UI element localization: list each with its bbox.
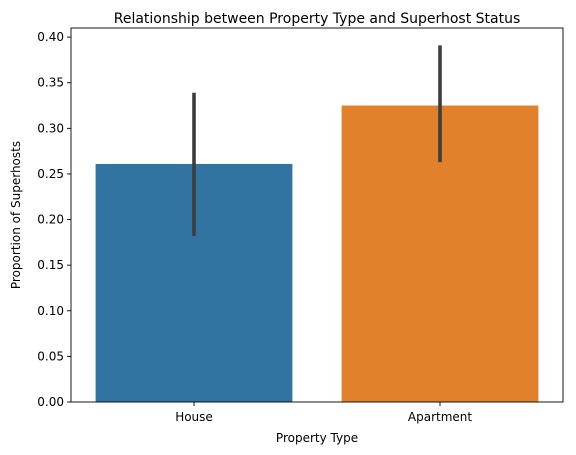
y-tick-label: 0.20 <box>37 213 64 227</box>
x-tick-label: Apartment <box>408 410 472 424</box>
y-tick-label: 0.05 <box>37 349 64 363</box>
error-bars <box>192 45 442 236</box>
y-axis: 0.00 0.05 0.10 0.15 0.20 0.25 0.30 0.35 0.40 <box>37 30 71 409</box>
x-axis: House Apartment <box>175 402 472 424</box>
x-tick-label: House <box>175 410 213 424</box>
y-tick-label: 0.35 <box>37 76 64 90</box>
plot-frame <box>70 27 564 403</box>
y-tick-label: 0.25 <box>37 167 64 181</box>
y-tick-label: 0.40 <box>37 30 64 44</box>
x-axis-label: Property Type <box>276 431 358 445</box>
y-tick-label: 0.15 <box>37 258 64 272</box>
y-tick-label: 0.30 <box>37 121 64 135</box>
y-tick-label: 0.10 <box>37 304 64 318</box>
bars <box>95 105 539 402</box>
chart-title: Relationship between Property Type and S… <box>114 11 521 27</box>
y-tick-label: 0.00 <box>37 395 64 409</box>
y-axis-label: Proportion of Superhosts <box>9 141 23 289</box>
